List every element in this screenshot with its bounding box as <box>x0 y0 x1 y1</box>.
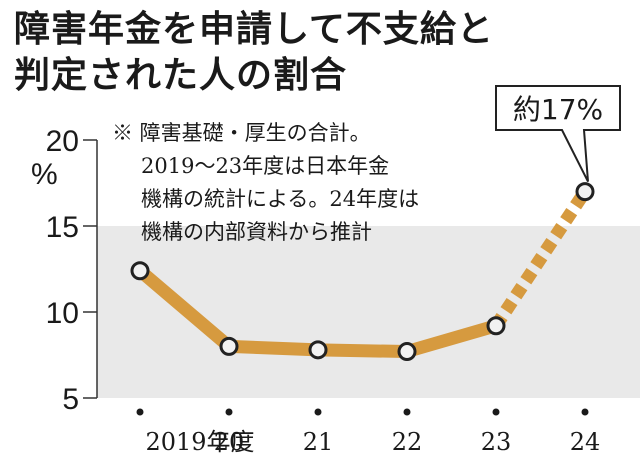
callout-box <box>495 85 621 183</box>
note-line: 機構の統計による。24年度は <box>141 187 419 211</box>
x-tick-dot <box>136 408 144 416</box>
x-tick-dot <box>492 408 500 416</box>
y-tick-label: 15 <box>46 211 79 244</box>
y-tick-label: 10 <box>46 297 79 330</box>
data-point <box>575 182 595 202</box>
data-point <box>308 340 328 360</box>
x-tick-dot <box>314 408 322 416</box>
note-line: 2019〜23年度は日本年金 <box>141 154 389 178</box>
note-line: 機構の内部資料から推計 <box>141 220 372 244</box>
note-line: ※ 障害基礎・厚生の合計。 <box>112 121 371 145</box>
x-tick-label: 24 <box>570 428 601 456</box>
chart-title-line1: 障害年金を申請して不支給と <box>14 9 494 50</box>
data-point <box>130 261 150 281</box>
x-tick-label: 20 <box>214 428 245 456</box>
x-tick-dot <box>403 408 411 416</box>
chart-title-line2: 判定された人の割合 <box>14 55 348 96</box>
x-tick-dot <box>581 408 589 416</box>
y-unit-label: % <box>31 158 58 191</box>
x-tick-label: 23 <box>481 428 512 456</box>
x-tick-label: 2019年度 <box>145 428 254 456</box>
x-tick-label: 22 <box>392 428 423 456</box>
y-tick-label: 5 <box>62 383 79 416</box>
x-tick-label: 21 <box>303 428 334 456</box>
data-point <box>219 336 239 356</box>
y-tick-label: 20 <box>46 125 79 158</box>
chart-note: ※ 障害基礎・厚生の合計。 2019〜23年度は日本年金機構の統計による。24年度… <box>112 121 419 244</box>
data-point <box>397 342 417 362</box>
series-line-estimated <box>490 188 591 330</box>
data-point <box>486 316 506 336</box>
callout-label: 約17% <box>495 85 621 183</box>
x-tick-dot <box>225 408 233 416</box>
callout-text: 約17% <box>513 93 603 126</box>
